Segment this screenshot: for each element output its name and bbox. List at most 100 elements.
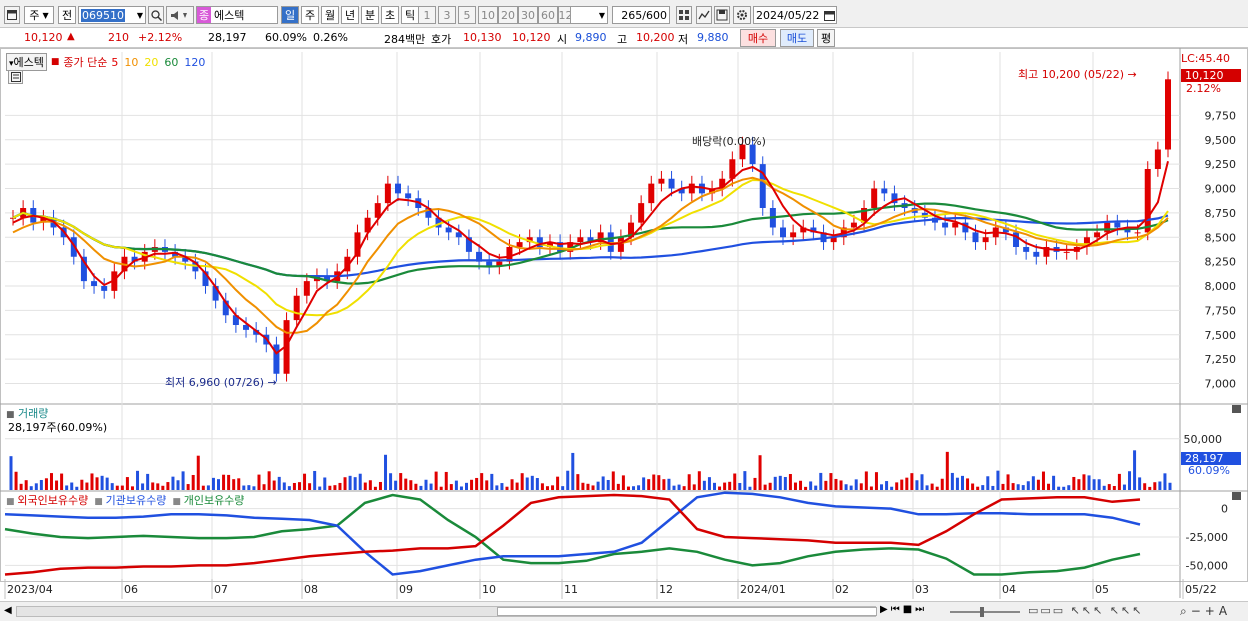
candle-body <box>1144 169 1151 233</box>
sell-button[interactable]: 매도 <box>780 29 814 47</box>
price-tick-label: 7,500 <box>1205 329 1237 342</box>
volume-bar <box>252 486 256 490</box>
avg-button[interactable]: 평 <box>817 29 835 47</box>
window-menu-icon[interactable] <box>4 6 20 24</box>
period-button-3[interactable]: 년 <box>341 6 359 24</box>
price-tick-label: 8,500 <box>1205 231 1237 244</box>
panel-close-icon <box>1232 492 1241 500</box>
volume-bar <box>626 486 630 490</box>
candle-body <box>688 183 695 194</box>
stock-chart[interactable]: 7,000 7,250 7,500 7,750 8,000 8,250 8,500 8,750… <box>0 48 1248 621</box>
volume-title: ■ 거래량 <box>6 405 48 421</box>
volume-bar <box>19 483 23 490</box>
low-annotation: 최저 6,960 (07/26) → <box>165 374 277 390</box>
volume-bar <box>65 485 69 490</box>
zoom-slider-handle[interactable] <box>980 607 984 617</box>
playback-controls[interactable]: ▶⏮■⏭ <box>880 604 928 615</box>
volume-bar <box>768 482 772 490</box>
gear-icon[interactable] <box>733 6 751 24</box>
stock-type-select[interactable]: 주 ▼ <box>24 6 54 24</box>
candle-body <box>283 320 290 374</box>
volume-bar <box>429 483 433 490</box>
candle-body <box>182 256 189 262</box>
candle-body <box>617 237 624 252</box>
period-button-2[interactable]: 월 <box>321 6 339 24</box>
scrollbar-thumb[interactable] <box>497 607 877 616</box>
price-tick-label: 9,750 <box>1205 109 1237 122</box>
dividend-note: 배당락(0.00%) <box>692 135 766 148</box>
zoom-icons[interactable]: ⌕−+A <box>1180 604 1232 618</box>
number-button-30[interactable]: 30 <box>518 6 538 24</box>
x-tick-label: 05/22 <box>1185 583 1217 596</box>
tool-icons[interactable]: ▭▭▭ ↖↖↖ ↖↖↖ <box>1028 604 1144 617</box>
volume-bar <box>384 454 388 490</box>
volume-bar <box>702 480 706 490</box>
bottom-bar: ◀ ▶⏮■⏭ ▭▭▭ ↖↖↖ ↖↖↖ ⌕−+A <box>0 601 1248 621</box>
bid-label: 호가 <box>431 33 452 46</box>
period-button-5[interactable]: 초 <box>381 6 399 24</box>
number-button-1[interactable]: 1 <box>418 6 436 24</box>
prev-label: 전 <box>61 9 73 22</box>
save-icon[interactable] <box>714 6 730 24</box>
stock-name-field[interactable]: 종 에스텍 <box>196 6 278 24</box>
period-button-4[interactable]: 분 <box>361 6 379 24</box>
number-button-10[interactable]: 10 <box>478 6 498 24</box>
zoom-slider[interactable] <box>950 607 1020 617</box>
stock-type-label: 주 <box>29 9 40 22</box>
volume-bar <box>459 486 463 490</box>
open-label: 시 <box>557 33 568 46</box>
volume-bar <box>434 471 438 490</box>
search-icon[interactable] <box>148 6 164 24</box>
volume-bar <box>136 470 140 490</box>
scroll-left-icon[interactable]: ◀ <box>4 605 12 616</box>
candle-body <box>891 193 898 204</box>
volume-bar <box>272 480 276 490</box>
price-change: 210 <box>108 31 129 44</box>
candle-body <box>344 256 351 272</box>
period-button-1[interactable]: 주 <box>301 6 319 24</box>
period-button-6[interactable]: 틱 <box>401 6 419 24</box>
number-button-5[interactable]: 5 <box>458 6 476 24</box>
speaker-icon[interactable] <box>166 6 194 24</box>
number-button-20[interactable]: 20 <box>498 6 518 24</box>
volume-bar <box>783 476 787 490</box>
candle-body <box>131 256 138 262</box>
calculator-icon[interactable] <box>8 70 23 84</box>
period-button-0[interactable]: 일 <box>281 6 299 24</box>
price-change-pct: +2.12% <box>138 31 183 44</box>
volume-bar <box>733 473 737 490</box>
candle-body <box>273 344 280 374</box>
number-button-3[interactable]: 3 <box>438 6 456 24</box>
x-tick-label: 11 <box>564 583 578 596</box>
chevron-down-icon: ▾ <box>9 59 14 69</box>
volume-bar <box>763 484 767 490</box>
scrollbar-track[interactable] <box>16 606 877 617</box>
candle-body <box>1154 149 1161 169</box>
volume-bar <box>333 485 337 490</box>
candle-body <box>830 237 837 243</box>
volume-bar <box>120 485 124 490</box>
extra-dropdown[interactable]: ▼ <box>570 6 608 24</box>
stock-code-input[interactable]: 069510 ▼ <box>78 6 146 24</box>
candle-body <box>496 261 503 267</box>
grid-tool-icon[interactable] <box>676 6 692 24</box>
candle-body <box>70 237 77 257</box>
x-tick-label: 08 <box>304 583 318 596</box>
number-button-60[interactable]: 60 <box>538 6 558 24</box>
volume-bar <box>95 477 99 490</box>
volume-bar <box>424 479 428 490</box>
buy-button[interactable]: 매수 <box>740 29 776 47</box>
volume-bar <box>955 477 959 490</box>
volume-bar <box>895 482 899 490</box>
count-field[interactable]: 265/600 <box>612 6 670 24</box>
stock-tag[interactable]: ▾에스텍 <box>6 53 47 71</box>
ma10-line <box>12 176 1169 334</box>
date-field[interactable]: 2024/05/22 <box>753 6 837 24</box>
volume-bar <box>991 485 995 490</box>
prev-button[interactable]: 전 <box>58 6 76 24</box>
chart-tool-icon[interactable] <box>696 6 712 24</box>
candle-body <box>212 286 219 301</box>
holder-tick-label: -25,000 <box>1186 531 1228 544</box>
volume-bar <box>718 486 722 490</box>
volume-bar <box>75 486 79 490</box>
